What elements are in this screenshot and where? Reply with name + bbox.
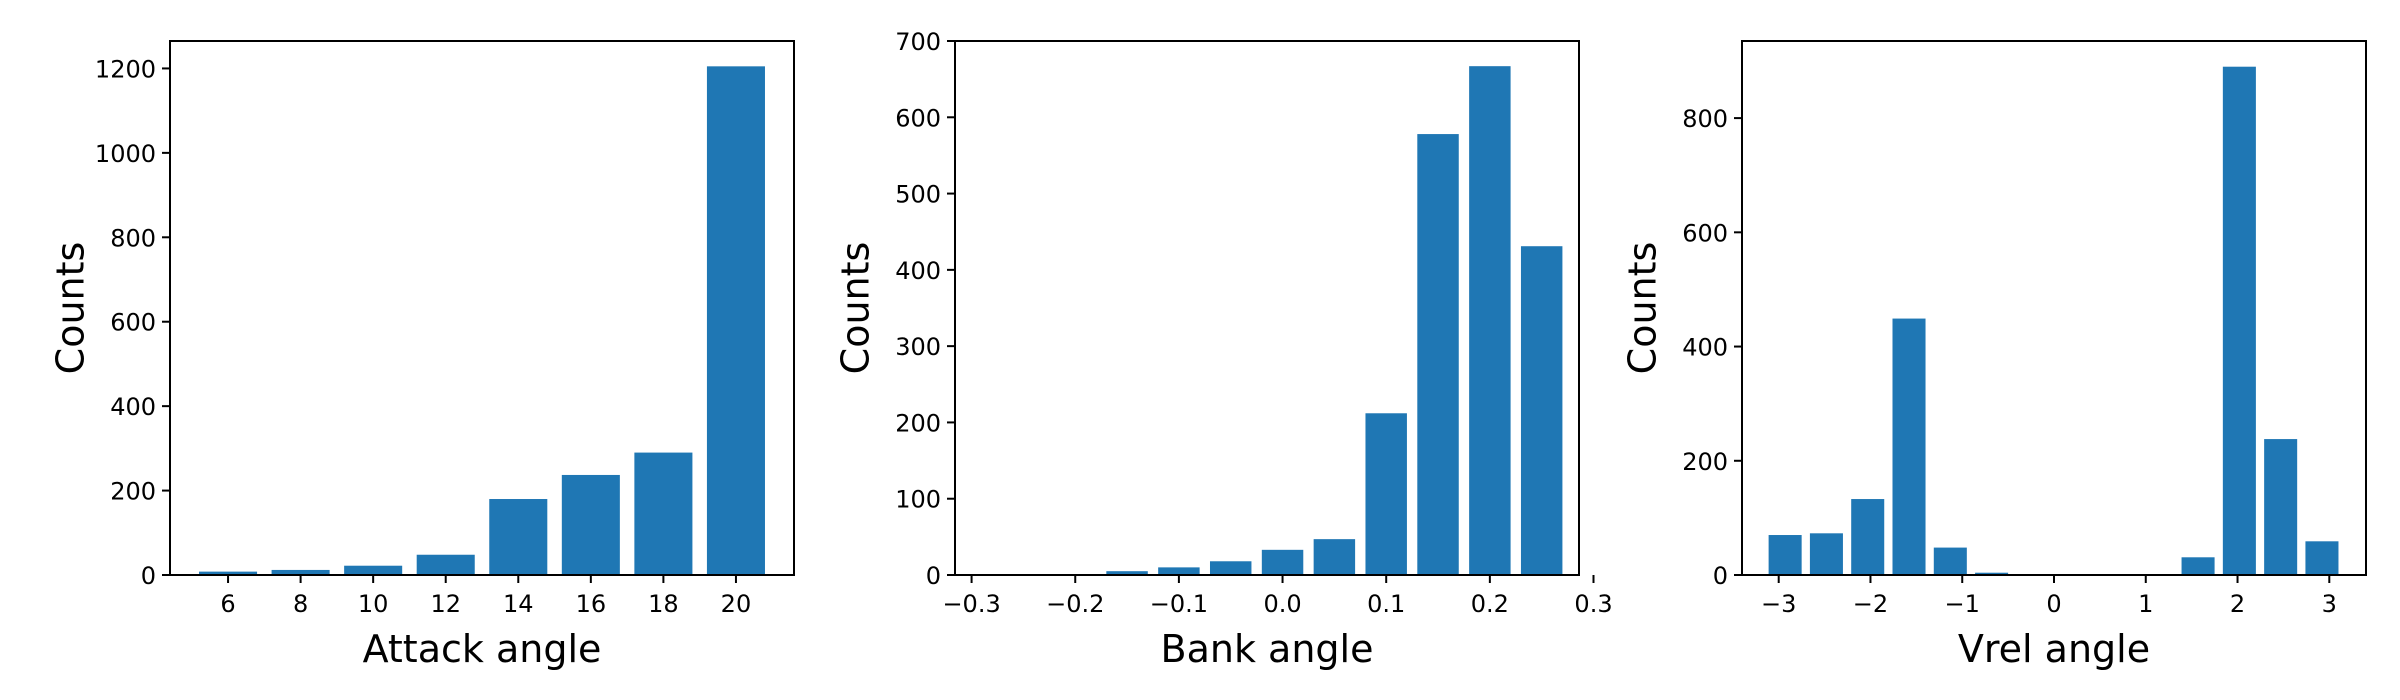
y-tick-label: 500 bbox=[895, 181, 941, 209]
y-tick-label: 400 bbox=[1682, 334, 1728, 362]
bar bbox=[199, 571, 258, 575]
x-tick-label: 20 bbox=[721, 590, 752, 618]
bank-angle-histogram: −0.3 −0.2 −0.1 0.0 0.1 0.2 0.3 0 100 200 300 400 500… bbox=[834, 28, 1613, 671]
bar bbox=[1768, 535, 1802, 575]
y-tick-label: 0 bbox=[926, 562, 941, 590]
x-tick-label: −2 bbox=[1853, 590, 1888, 618]
x-tick-label: −0.3 bbox=[942, 590, 1000, 618]
bar bbox=[1975, 572, 2009, 575]
bar bbox=[706, 66, 765, 575]
x-tick-label: 0.2 bbox=[1471, 590, 1509, 618]
bar bbox=[2222, 66, 2256, 575]
x-tick-label: −0.1 bbox=[1150, 590, 1208, 618]
bar bbox=[561, 474, 620, 575]
y-tick-label: 400 bbox=[895, 257, 941, 285]
bar bbox=[1892, 318, 1926, 575]
y-tick-label: 600 bbox=[110, 309, 156, 337]
y-tick-label: 800 bbox=[1682, 105, 1728, 133]
x-tick-label: 14 bbox=[503, 590, 534, 618]
bar bbox=[1933, 547, 1967, 575]
bar bbox=[1365, 413, 1407, 575]
vrel-angle-histogram: −3 −2 −1 0 1 2 3 0 200 400 600 800 Vrel angle Counts bbox=[1621, 40, 2367, 671]
axes-frame bbox=[169, 40, 795, 576]
x-tick-label: 12 bbox=[430, 590, 461, 618]
x-tick-label: 3 bbox=[2322, 590, 2337, 618]
axes-frame bbox=[954, 40, 1580, 576]
y-tick-label: 800 bbox=[110, 224, 156, 252]
y-tick-label: 300 bbox=[895, 333, 941, 361]
y-tick-label: 600 bbox=[1682, 219, 1728, 247]
x-axis-label: Attack angle bbox=[363, 627, 602, 671]
bar bbox=[344, 565, 403, 575]
x-tick-label: 0 bbox=[2046, 590, 2061, 618]
x-tick-label: 0.3 bbox=[1574, 590, 1612, 618]
y-tick-label: 200 bbox=[895, 409, 941, 437]
x-tick-label: 0.0 bbox=[1263, 590, 1301, 618]
x-tick-label: 2 bbox=[2230, 590, 2245, 618]
bar bbox=[489, 499, 548, 575]
x-axis-label: Vrel angle bbox=[1958, 627, 2150, 671]
x-axis-label: Bank angle bbox=[1161, 627, 1374, 671]
y-tick-label: 400 bbox=[110, 393, 156, 421]
bar bbox=[2181, 557, 2215, 575]
attack-angle-histogram: 6 8 10 12 14 16 18 20020040060080010001200Attac… bbox=[49, 40, 795, 671]
bar bbox=[416, 554, 475, 575]
bar bbox=[2305, 541, 2339, 575]
y-tick-label: 0 bbox=[1713, 562, 1728, 590]
x-tick-label: 1 bbox=[2138, 590, 2153, 618]
x-tick-label: −3 bbox=[1761, 590, 1796, 618]
x-tick-label: 0.1 bbox=[1367, 590, 1405, 618]
y-tick-label: 1200 bbox=[95, 55, 156, 83]
x-tick-label: 10 bbox=[358, 590, 389, 618]
y-tick-label: 200 bbox=[1682, 448, 1728, 476]
bar bbox=[1158, 567, 1200, 575]
bar bbox=[1106, 571, 1148, 575]
bar bbox=[1520, 246, 1563, 576]
y-tick-label: 0 bbox=[141, 562, 156, 590]
x-tick-label: 6 bbox=[220, 590, 235, 618]
bar bbox=[1417, 134, 1459, 575]
bar bbox=[1261, 549, 1304, 575]
bar bbox=[1809, 533, 1843, 575]
y-axis-label: Counts bbox=[834, 242, 878, 375]
x-tick-label: 18 bbox=[648, 590, 679, 618]
y-tick-label: 200 bbox=[110, 478, 156, 506]
bar bbox=[1209, 561, 1252, 575]
bar bbox=[1851, 499, 1885, 575]
x-tick-label: −0.2 bbox=[1046, 590, 1104, 618]
y-tick-label: 100 bbox=[895, 486, 941, 514]
bar bbox=[2264, 439, 2298, 575]
y-tick-label: 600 bbox=[895, 104, 941, 132]
x-tick-label: 8 bbox=[293, 590, 308, 618]
x-tick-label: 16 bbox=[576, 590, 607, 618]
x-tick-label: −1 bbox=[1945, 590, 1980, 618]
y-axis-label: Counts bbox=[49, 242, 93, 375]
bar bbox=[271, 569, 330, 575]
y-tick-label: 1000 bbox=[95, 140, 156, 168]
y-tick-label: 700 bbox=[895, 28, 941, 56]
bar bbox=[1469, 66, 1511, 575]
bar bbox=[634, 452, 693, 575]
y-axis-label: Counts bbox=[1621, 242, 1665, 375]
bar bbox=[1313, 539, 1356, 575]
